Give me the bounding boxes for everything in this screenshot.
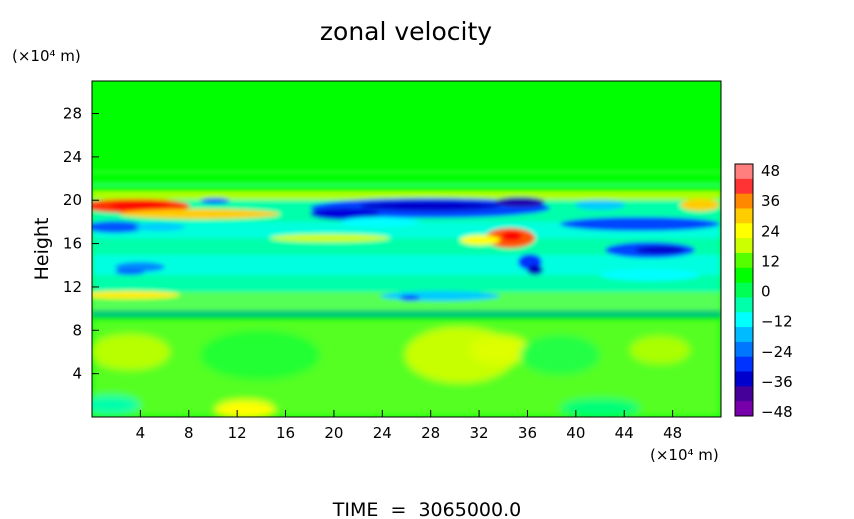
y-unit-label: (×10⁴ m)	[12, 47, 81, 65]
x-tick-label: 48	[663, 424, 682, 442]
colorbar-tick-label: −24	[761, 343, 793, 361]
x-tick-label: 20	[324, 424, 343, 442]
y-tick-label: 12	[63, 278, 82, 296]
colorbar-tick-label: 0	[761, 283, 771, 301]
y-tick-label: 4	[72, 365, 82, 383]
y-axis-label: Height	[31, 218, 53, 281]
x-tick-label: 24	[373, 424, 392, 442]
turbulent-band	[92, 190, 721, 318]
colorbar-swatch	[735, 193, 753, 209]
colorbar-tick-label: 48	[761, 162, 780, 180]
x-axis: 4 8 12 16 20 24 28 32 36 40 44 48	[136, 410, 682, 442]
colorbar-swatch	[735, 223, 753, 239]
colorbar-swatch	[735, 164, 753, 180]
colorbar-swatch	[735, 267, 753, 284]
x-tick-label: 16	[276, 424, 295, 442]
colorbar-swatch	[735, 297, 753, 313]
colorbar-swatch	[735, 238, 753, 254]
x-tick-label: 32	[470, 424, 489, 442]
y-tick-label: 16	[63, 235, 82, 253]
plot-area	[92, 81, 721, 417]
plot-frame	[91, 80, 722, 418]
x-tick-label: 44	[615, 424, 634, 442]
colorbar-swatch	[735, 178, 753, 195]
colorbar-swatch	[735, 341, 753, 358]
colorbar-swatch	[735, 327, 753, 343]
x-tick-label: 12	[228, 424, 247, 442]
colorbar-swatch	[735, 252, 753, 269]
colorbar-tick-label: −36	[761, 373, 793, 391]
x-tick-label: 40	[566, 424, 585, 442]
colorbar-frame	[734, 163, 754, 417]
colorbar-tick-label: 36	[761, 192, 780, 210]
colorbar-swatch	[735, 386, 753, 402]
y-axis: 4 8 12 16 20 24 28	[63, 105, 99, 383]
colorbar-swatch	[735, 356, 753, 373]
y-tick-label: 8	[72, 321, 82, 339]
colorbar-swatch	[735, 371, 753, 387]
colorbar-swatch	[735, 282, 753, 298]
colorbar-swatch	[735, 401, 753, 417]
colorbar-tick-label: −48	[761, 403, 793, 421]
x-tick-label: 28	[421, 424, 440, 442]
colorbar-tick-label: −12	[761, 313, 793, 331]
x-unit-label: (×10⁴ m)	[650, 446, 719, 464]
upper-streaks	[92, 170, 721, 188]
colorbar: 48 36 24 12 0 −12 −24 −36 −48	[734, 162, 793, 421]
x-tick-label: 8	[184, 424, 194, 442]
colorbar-tick-label: 24	[761, 222, 780, 240]
time-annotation: TIME = 3065000.0	[332, 499, 521, 519]
y-tick-label: 28	[63, 105, 82, 123]
y-tick-label: 20	[63, 191, 82, 209]
colorbar-tick-label: 12	[761, 252, 780, 270]
y-tick-label: 24	[63, 148, 82, 166]
colorbar-swatch	[735, 312, 753, 328]
lower-layer	[92, 318, 721, 417]
chart-title: zonal velocity	[320, 17, 492, 46]
x-tick-label: 36	[518, 424, 537, 442]
colorbar-swatch	[735, 208, 753, 224]
x-tick-label: 4	[136, 424, 146, 442]
